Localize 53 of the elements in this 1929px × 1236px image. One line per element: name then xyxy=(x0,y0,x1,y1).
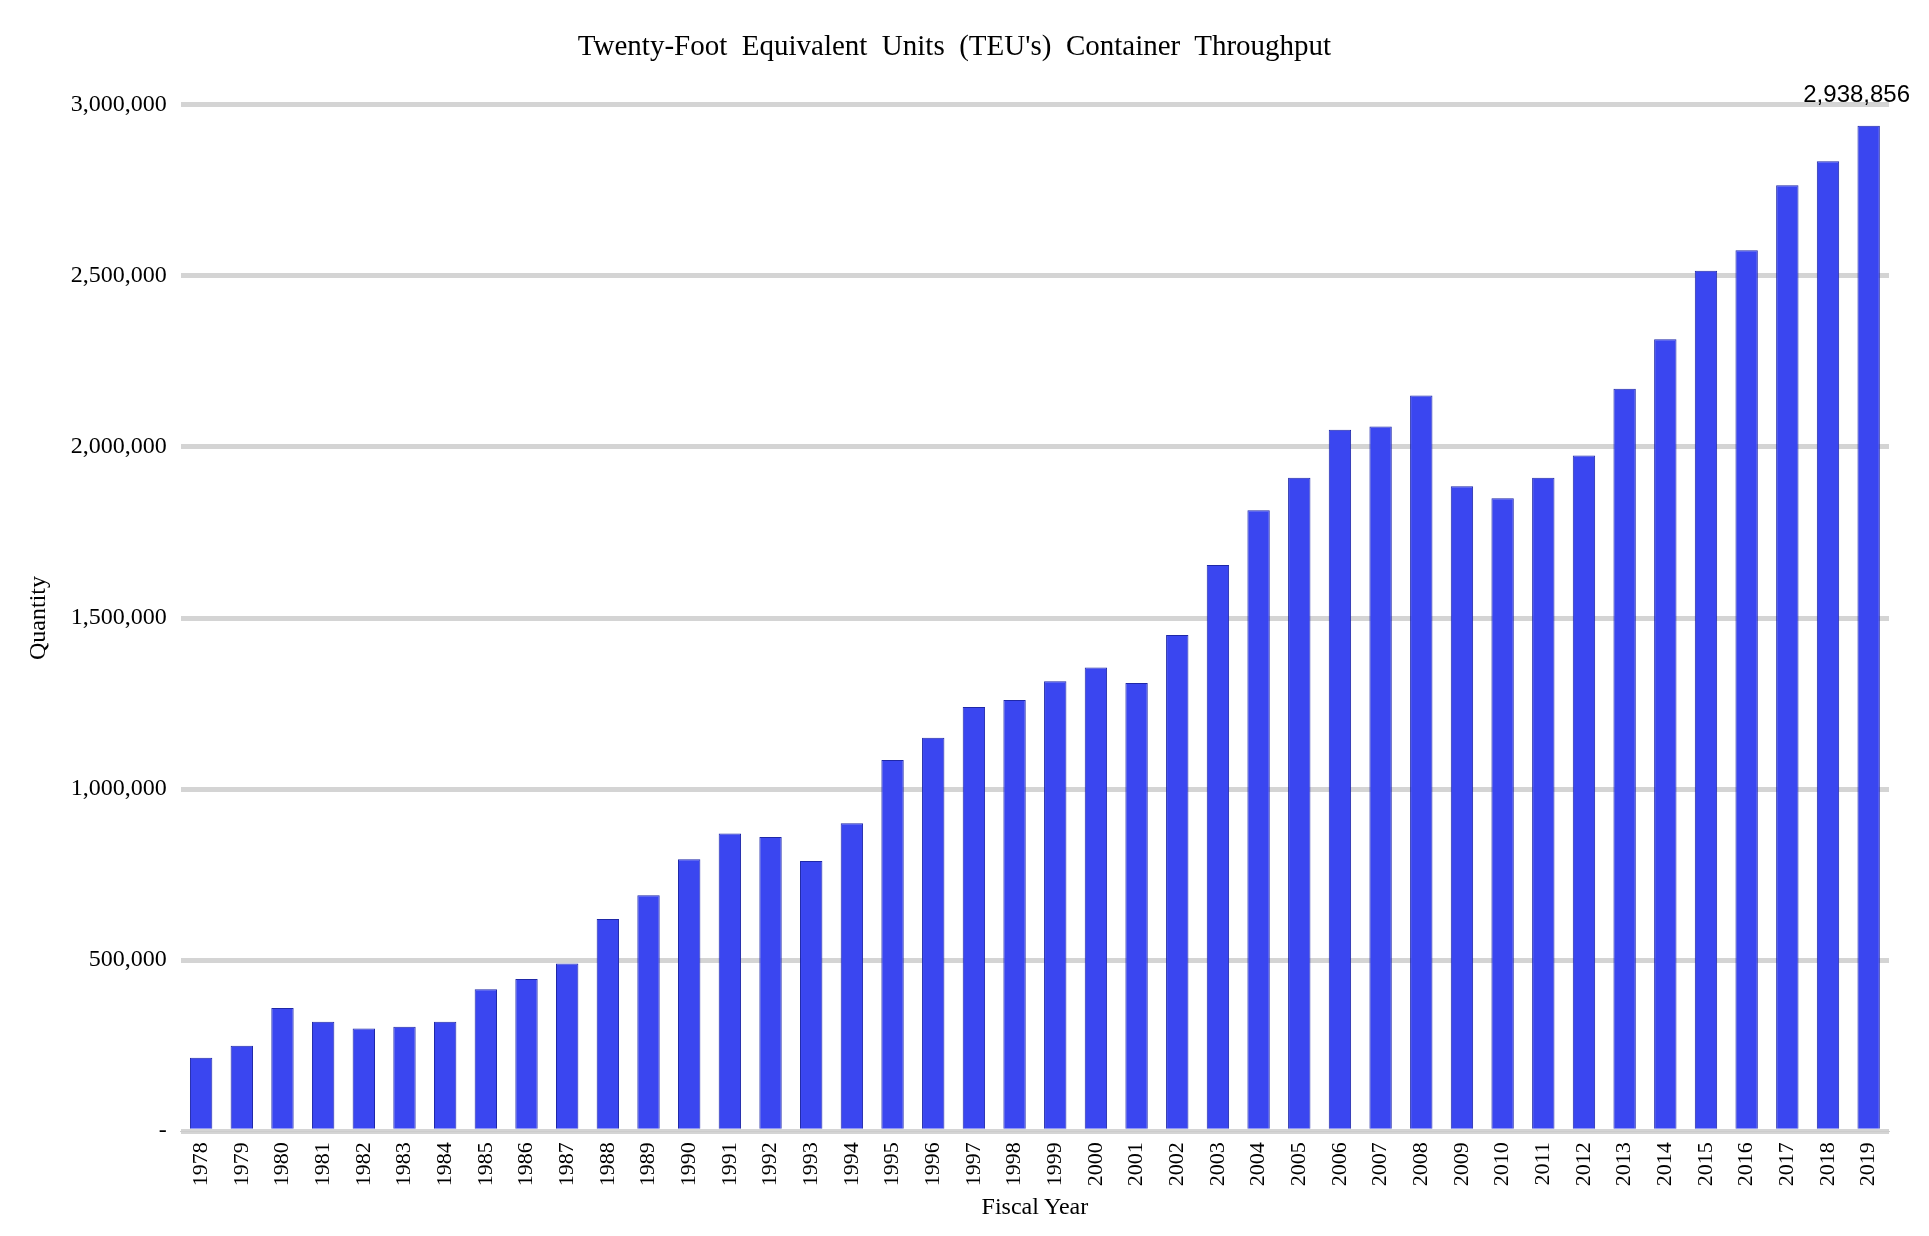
chart-title: Twenty-Foot Equivalent Units (TEU's) Container Throughput xyxy=(577,29,1332,63)
x-tick-label: 2008 xyxy=(1407,1142,1433,1187)
x-tick-label: 1981 xyxy=(308,1142,334,1187)
x-tick-label: 1995 xyxy=(878,1142,904,1187)
x-tick-label: 2017 xyxy=(1773,1142,1799,1187)
x-tick-label: 1983 xyxy=(390,1142,416,1187)
x-tick-label: 1990 xyxy=(674,1142,700,1187)
x-tick-label: 2010 xyxy=(1488,1142,1514,1187)
x-tick-label: 2011 xyxy=(1529,1142,1555,1186)
x-tick-label: 2014 xyxy=(1651,1142,1677,1187)
y-axis-title: Quantity xyxy=(23,576,50,660)
x-tick-label: 2001 xyxy=(1122,1142,1148,1187)
x-tick-label: 2012 xyxy=(1569,1142,1595,1187)
x-tick-label: 1998 xyxy=(1000,1142,1026,1187)
x-tick-label: 2018 xyxy=(1813,1142,1839,1187)
x-tick-label: 1978 xyxy=(186,1142,212,1187)
x-axis-title: Fiscal Year xyxy=(981,1192,1089,1219)
y-tick-label: 1,500,000 xyxy=(70,603,167,630)
x-tick-label: 2003 xyxy=(1203,1142,1229,1187)
x-tick-label: 1987 xyxy=(552,1142,578,1187)
x-tick-label: 2016 xyxy=(1732,1142,1758,1187)
x-tick-label: 1985 xyxy=(471,1142,497,1187)
x-tick-label: 2000 xyxy=(1081,1142,1107,1187)
y-tick-label: 3,000,000 xyxy=(70,90,167,117)
x-tick-label: 1979 xyxy=(227,1142,253,1187)
x-tick-label: 2005 xyxy=(1285,1142,1311,1187)
x-tick-label: 2019 xyxy=(1854,1142,1880,1187)
x-tick-label: 1994 xyxy=(837,1142,863,1187)
x-tick-label: 1984 xyxy=(430,1142,456,1187)
x-tick-label: 2004 xyxy=(1244,1142,1270,1187)
y-tick-label: 500,000 xyxy=(88,945,167,972)
x-tick-label: 2015 xyxy=(1691,1142,1717,1187)
y-tick-label: - xyxy=(158,1116,167,1143)
x-tick-label: 1991 xyxy=(715,1142,741,1187)
x-tick-label: 1999 xyxy=(1041,1142,1067,1187)
data-label: 2,938,856 xyxy=(1803,80,1911,108)
x-tick-label: 1980 xyxy=(268,1142,294,1187)
x-tick-label: 2006 xyxy=(1325,1142,1351,1187)
y-tick-label: 2,500,000 xyxy=(70,261,167,288)
x-tick-label: 1993 xyxy=(796,1142,822,1187)
x-tick-label: 2009 xyxy=(1447,1142,1473,1187)
x-tick-label: 1997 xyxy=(959,1142,985,1187)
x-tick-label: 1986 xyxy=(512,1142,538,1187)
x-tick-label: 1992 xyxy=(756,1142,782,1187)
x-tick-label: 2002 xyxy=(1163,1142,1189,1187)
x-tick-label: 1989 xyxy=(634,1142,660,1187)
x-tick-label: 2013 xyxy=(1610,1142,1636,1187)
y-tick-label: 1,000,000 xyxy=(70,774,167,801)
x-tick-label: 1988 xyxy=(593,1142,619,1187)
y-tick-label: 2,000,000 xyxy=(70,432,167,459)
x-tick-label: 2007 xyxy=(1366,1142,1392,1187)
x-tick-label: 1996 xyxy=(919,1142,944,1187)
x-tick-label: 1982 xyxy=(349,1142,375,1187)
